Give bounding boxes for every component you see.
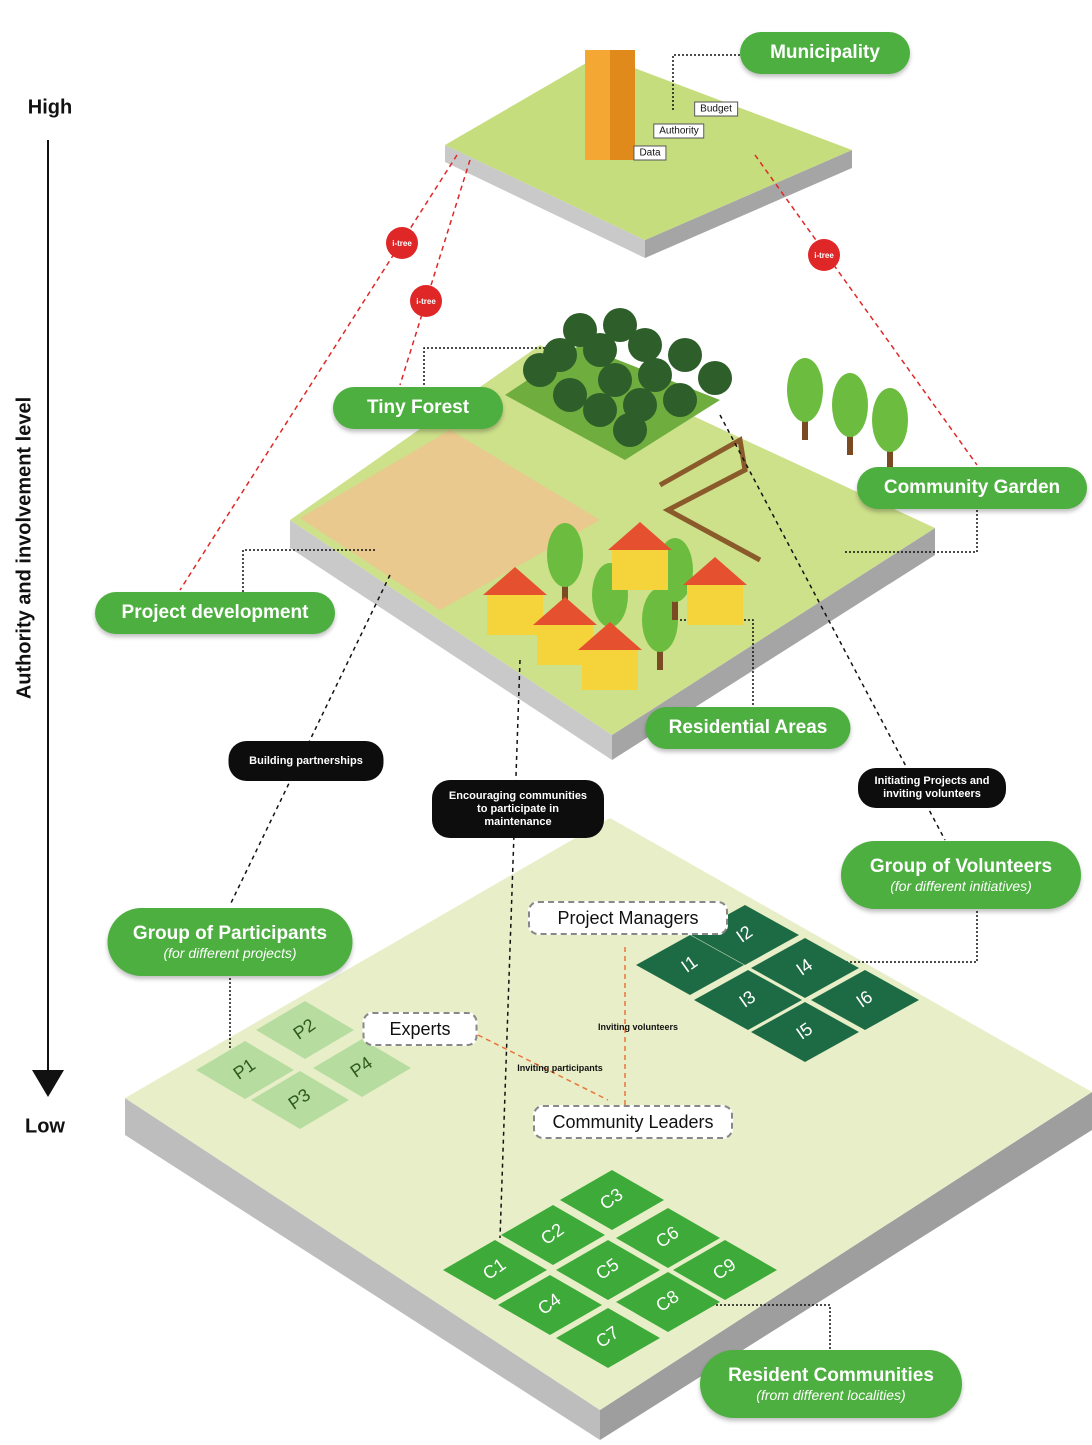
zone-label: Project development (95, 592, 335, 634)
municipality-label: Municipality (740, 32, 910, 74)
group-subtitle: (from different localities) (756, 1387, 905, 1403)
tree (583, 393, 617, 427)
tag: Budget (694, 102, 738, 117)
axis-title: Authority and involvement level (14, 397, 37, 699)
connector (400, 160, 470, 385)
tree (663, 383, 697, 417)
group-title: Group of Volunteers (870, 856, 1052, 878)
group-label: Resident Communities (from different loc… (700, 1350, 962, 1418)
tree (832, 373, 868, 437)
tree (638, 358, 672, 392)
tree (698, 361, 732, 395)
building-shade (610, 50, 635, 160)
role-label: Community Leaders (533, 1105, 733, 1139)
tree (547, 523, 583, 587)
group-label: Group of Volunteers (for different initi… (841, 841, 1081, 909)
itree-badge: i-tree (410, 285, 442, 317)
group-title: Resident Communities (728, 1365, 934, 1387)
connector (830, 910, 977, 962)
group-subtitle: (for different initiatives) (890, 878, 1032, 894)
tree (553, 378, 587, 412)
tree (583, 333, 617, 367)
itree-badge: i-tree (386, 227, 418, 259)
flow-label: Inviting volunteers (598, 1022, 678, 1032)
tree (613, 413, 647, 447)
zone-label: Tiny Forest (333, 387, 503, 429)
axis-low: Low (25, 1116, 65, 1139)
tree (668, 338, 702, 372)
itree-badge: i-tree (808, 239, 840, 271)
house (687, 585, 743, 625)
group-subtitle: (for different projects) (163, 945, 296, 961)
role-label: Project Managers (528, 901, 728, 935)
tag: Authority (653, 124, 704, 139)
page: {"axis": {"title": "Authority and involv… (0, 0, 1092, 1445)
action-label: Encouraging communities to participate i… (432, 780, 604, 838)
tree (787, 358, 823, 422)
zone-label: Community Garden (857, 467, 1087, 509)
group-title: Group of Participants (133, 923, 327, 945)
axis-high: High (28, 97, 72, 120)
tag: Data (633, 146, 666, 161)
axis-arrow (32, 1070, 64, 1097)
action-label: Initiating Projects and inviting volunte… (858, 768, 1006, 808)
zone-label: Residential Areas (646, 707, 851, 749)
tree (872, 388, 908, 452)
diagram: P1P2P3P4I1I2I3I4I5I6C1C2C3C4C5C6C7C8C9 (0, 0, 1092, 1445)
role-label: Experts (363, 1012, 478, 1046)
house (612, 550, 668, 590)
house (582, 650, 638, 690)
tree (523, 353, 557, 387)
tree (598, 363, 632, 397)
group-label: Group of Participants (for different pro… (108, 908, 353, 976)
tree (628, 328, 662, 362)
action-label: Building partnerships (229, 741, 384, 781)
house (487, 595, 543, 635)
flow-label: Inviting participants (517, 1063, 603, 1073)
